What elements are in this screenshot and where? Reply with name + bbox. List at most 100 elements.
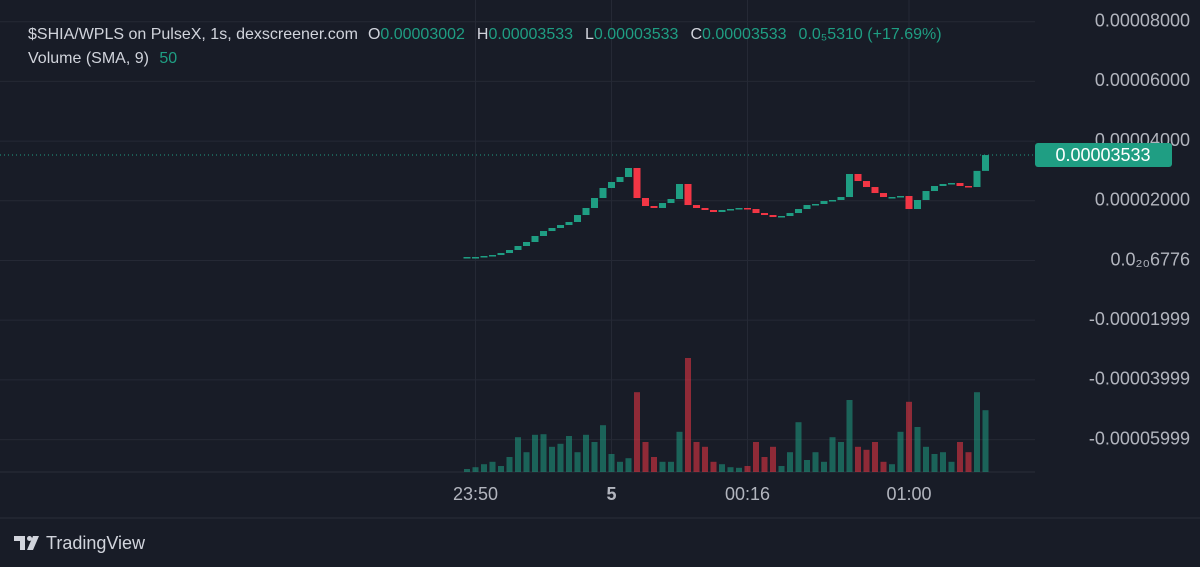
volume-bar <box>472 467 479 472</box>
volume-bar <box>880 461 887 472</box>
ohlc-label: O <box>367 26 381 43</box>
volume-bar <box>574 452 581 472</box>
y-tick-label: -0.00001999 <box>1089 309 1190 329</box>
volume-bar <box>957 442 963 472</box>
candle-body <box>531 236 539 242</box>
candle-body <box>897 196 904 198</box>
candle-body <box>871 187 879 194</box>
volume-bar <box>736 467 742 472</box>
volume-bar <box>855 446 861 472</box>
volume-bar <box>685 358 691 472</box>
candle-body <box>769 215 777 218</box>
x-tick-label: 23:50 <box>453 484 498 504</box>
volume-bar <box>600 425 606 472</box>
candle-body <box>701 208 709 210</box>
ohlc-label: L <box>585 26 594 43</box>
volume-bar <box>974 392 980 472</box>
candle-body <box>565 222 573 226</box>
volume-bar <box>787 452 793 472</box>
candle-body <box>540 231 547 236</box>
candle-body <box>472 257 479 259</box>
candle-body <box>829 200 836 202</box>
candle-body <box>939 184 947 186</box>
volume-bar <box>829 437 836 472</box>
candle-body <box>659 203 666 208</box>
volume-bar <box>693 442 700 472</box>
candle-body <box>582 208 590 216</box>
candle-body <box>914 200 921 210</box>
candle-body <box>948 183 955 185</box>
candle-body <box>880 193 887 198</box>
candle-body <box>557 225 564 228</box>
candle-body <box>803 205 811 210</box>
candle-body <box>718 210 726 212</box>
volume-bar <box>702 446 708 472</box>
candle-body <box>905 196 913 210</box>
ohlc-value: 0.00003533 <box>702 26 787 43</box>
candle-body <box>922 191 930 200</box>
candle-body <box>820 201 828 204</box>
volume-label: Volume (SMA, 9) <box>28 50 149 67</box>
volume-bar <box>923 446 929 472</box>
candle-body <box>463 257 471 259</box>
volume-bar <box>642 442 649 472</box>
candle-body <box>837 197 845 200</box>
candle-body <box>667 199 675 204</box>
candle-body <box>854 174 862 182</box>
volume-bar <box>795 422 802 472</box>
candle-body <box>786 213 794 216</box>
volume-bar <box>846 400 853 472</box>
candle-body <box>761 213 768 216</box>
volume-bar <box>608 454 615 472</box>
volume-bar <box>838 442 844 472</box>
volume-bar <box>812 452 819 472</box>
volume-bar <box>744 466 751 472</box>
volume-bar <box>770 446 776 472</box>
volume-legend: Volume (SMA, 9) 50 <box>28 50 177 68</box>
volume-bar <box>804 460 810 472</box>
volume-bar <box>498 466 504 472</box>
volume-bar <box>489 461 496 472</box>
volume-bar <box>583 434 589 472</box>
candle-body <box>727 209 734 211</box>
candle-body <box>965 186 972 188</box>
candle-body <box>599 188 607 198</box>
ohlc-label: H <box>476 26 489 43</box>
tradingview-logo <box>14 536 39 550</box>
candle-body <box>506 250 513 254</box>
candle-body <box>693 205 700 208</box>
y-tick-label: -0.00005999 <box>1089 428 1190 448</box>
volume-bar <box>719 464 725 472</box>
y-tick-label: 0.0₂₀6776 <box>1110 249 1190 269</box>
candle-body <box>608 182 615 188</box>
volume-bar <box>566 436 572 472</box>
ohlc-value: 0.00003533 <box>488 26 574 43</box>
candle-body <box>574 215 581 222</box>
volume-bar <box>651 457 657 472</box>
volume-bar <box>625 458 632 472</box>
volume-bar <box>906 401 912 472</box>
candle-body <box>616 177 624 182</box>
volume-bar <box>634 392 640 472</box>
x-tick-label: 5 <box>606 484 616 504</box>
volume-bar <box>549 446 555 472</box>
candle-body <box>548 228 556 232</box>
legend-header: $SHIA/WPLS on PulseX, 1s, dexscreener.co… <box>28 26 942 44</box>
volume-bar <box>965 452 972 472</box>
candle-body <box>735 208 743 210</box>
candle-body <box>956 183 964 186</box>
candle-body <box>863 181 870 188</box>
candle-body <box>710 210 717 212</box>
candle-body <box>778 216 785 218</box>
candle-body <box>752 209 760 214</box>
volume-bar <box>753 442 759 472</box>
candle-body <box>480 256 488 258</box>
candle-body <box>523 242 530 246</box>
candle-body <box>676 184 683 200</box>
candle-body <box>973 170 981 188</box>
candle-body <box>650 206 658 208</box>
x-tick-label: 01:00 <box>886 484 931 504</box>
volume-bar <box>778 466 785 472</box>
candle-body <box>744 208 751 210</box>
